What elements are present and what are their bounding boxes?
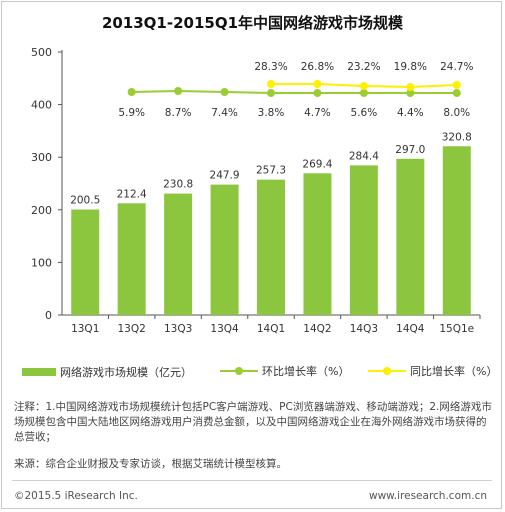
chart-source: 来源：综合企业财报及专家访谈，根据艾瑞统计模型核算。 xyxy=(14,458,287,470)
x-tick-label: 14Q2 xyxy=(303,323,331,335)
x-tick-label: 14Q4 xyxy=(396,323,425,335)
legend-label-qoq: 环比增长率（%） xyxy=(262,365,350,378)
qoq-growth-point xyxy=(267,89,275,97)
bar xyxy=(442,146,471,315)
x-tick-label: 13Q1 xyxy=(71,323,99,335)
bar xyxy=(396,158,425,315)
bar xyxy=(257,179,285,315)
legend-label-bars: 网络游戏市场规模（亿元） xyxy=(60,366,192,379)
yoy-growth-point xyxy=(452,81,461,89)
chart-note: 注释：1.中国网络游戏市场规模统计包括PC客户端游戏、PC浏览器端游戏、移动端游… xyxy=(14,401,492,443)
y-tick-label: 400 xyxy=(31,99,52,112)
legend-swatch-qoq xyxy=(220,366,258,376)
bar xyxy=(117,203,146,315)
qoq-growth-label: 5.9% xyxy=(118,107,145,119)
qoq-growth-label: 4.4% xyxy=(397,107,424,119)
bar xyxy=(210,184,239,315)
x-tick-label: 14Q1 xyxy=(257,323,285,335)
yoy-growth-point xyxy=(359,82,368,90)
legend-item-yoy: 同比增长率（%） xyxy=(368,363,497,379)
bar-value-label: 284.4 xyxy=(349,150,379,162)
bar-value-label: 269.4 xyxy=(302,158,332,170)
bar-value-label: 297.0 xyxy=(395,144,425,156)
qoq-growth-label: 8.7% xyxy=(165,107,192,119)
qoq-growth-line xyxy=(131,89,457,94)
qoq-growth-point xyxy=(452,89,461,97)
bar-value-label: 247.9 xyxy=(210,170,240,182)
qoq-growth-point xyxy=(174,87,183,95)
qoq-growth-label: 7.4% xyxy=(211,107,238,119)
legend-swatch-yoy xyxy=(368,366,406,376)
legend-swatch-bar xyxy=(22,368,56,376)
bar-value-label: 257.3 xyxy=(256,165,286,177)
bar-value-label: 200.5 xyxy=(70,195,100,207)
bar-value-label: 320.8 xyxy=(442,131,472,143)
qoq-growth-label: 3.8% xyxy=(258,107,285,119)
bar xyxy=(164,193,193,315)
copyright-text: ©2015.5 iResearch Inc. xyxy=(14,490,138,502)
legend-label-yoy: 同比增长率（%） xyxy=(410,365,498,378)
yoy-growth-point xyxy=(406,83,415,91)
legend-item-bars: 网络游戏市场规模（亿元） xyxy=(22,364,192,380)
footer-divider xyxy=(12,480,492,481)
qoq-growth-label: 5.6% xyxy=(351,107,378,119)
yoy-growth-point xyxy=(267,80,275,88)
bar-value-label: 212.4 xyxy=(117,188,147,200)
bar xyxy=(303,173,332,315)
bar xyxy=(349,165,378,315)
qoq-growth-label: 4.7% xyxy=(304,107,331,119)
yoy-growth-point xyxy=(313,80,322,88)
bar-value-label: 230.8 xyxy=(163,179,193,191)
yoy-growth-label: 19.8% xyxy=(394,61,427,73)
qoq-growth-point xyxy=(406,89,415,97)
bar xyxy=(71,209,100,315)
qoq-growth-point xyxy=(313,89,322,97)
qoq-growth-point xyxy=(359,89,368,97)
x-tick-label: 15Q1e xyxy=(439,323,474,335)
y-tick-label: 200 xyxy=(31,204,52,217)
yoy-growth-label: 26.8% xyxy=(301,61,334,73)
yoy-growth-label: 24.7% xyxy=(440,61,473,73)
x-tick-label: 14Q3 xyxy=(350,323,378,335)
yoy-growth-label: 23.2% xyxy=(347,61,380,73)
y-tick-label: 0 xyxy=(45,309,52,322)
chart-title: 2013Q1-2015Q1年中国网络游戏市场规模 xyxy=(101,14,404,32)
website-link[interactable]: www.iresearch.com.cn xyxy=(368,490,487,502)
qoq-growth-label: 8.0% xyxy=(443,107,470,119)
bar-line-chart: 0 100 200 300 400 500 200.5 13Q1 212.4 13Q2 230.8 1… xyxy=(31,46,481,335)
y-tick-label: 500 xyxy=(31,46,52,59)
x-tick-label: 13Q4 xyxy=(210,323,239,335)
legend-item-qoq: 环比增长率（%） xyxy=(220,363,349,379)
y-tick-label: 300 xyxy=(31,151,52,164)
x-tick-label: 13Q3 xyxy=(164,323,192,335)
qoq-growth-point xyxy=(220,88,229,96)
y-tick-label: 100 xyxy=(31,256,52,269)
x-tick-label: 13Q2 xyxy=(118,323,146,335)
yoy-growth-label: 28.3% xyxy=(254,61,287,73)
qoq-growth-point xyxy=(127,88,136,96)
